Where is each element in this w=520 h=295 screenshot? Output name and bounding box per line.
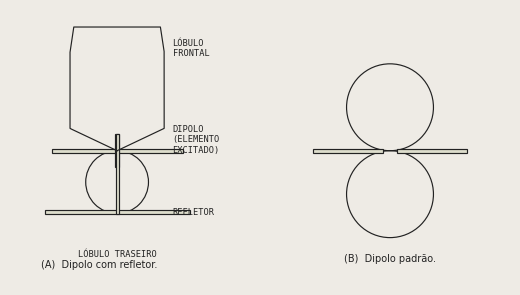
Bar	[115, 134, 119, 214]
Bar	[45, 210, 189, 214]
Text: LÓBULO TRASEIRO: LÓBULO TRASEIRO	[77, 250, 157, 259]
Bar	[51, 149, 115, 153]
Text: LÓBULO
FRONTAL: LÓBULO FRONTAL	[173, 39, 210, 58]
Bar	[115, 134, 119, 167]
Bar	[119, 149, 183, 153]
Text: (B)  Dipolo padrão.: (B) Dipolo padrão.	[344, 254, 436, 264]
Bar	[397, 149, 466, 153]
Text: (A)  Dipolo com refletor.: (A) Dipolo com refletor.	[41, 260, 157, 270]
Text: DIPOLO
(ELEMENTO
EXCITADO): DIPOLO (ELEMENTO EXCITADO)	[173, 125, 220, 155]
Text: REFLETOR: REFLETOR	[173, 208, 215, 217]
Bar	[314, 149, 383, 153]
